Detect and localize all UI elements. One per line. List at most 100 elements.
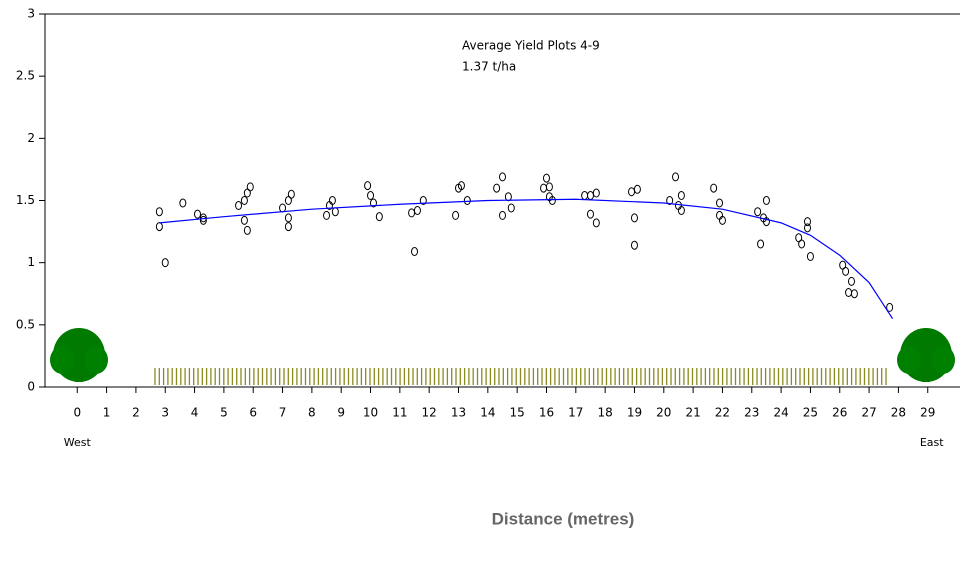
point (240, 196, 248, 205)
point (284, 222, 292, 232)
point (179, 198, 187, 208)
x-tick-label: 5 (220, 406, 228, 420)
point (367, 191, 375, 201)
fit-line (159, 198, 894, 319)
x-tick-label: 25 (803, 406, 818, 420)
x-tick-label: 21 (685, 406, 700, 420)
point (804, 223, 811, 233)
x-tick-label: 29 (920, 406, 935, 420)
point (457, 181, 465, 191)
point (155, 222, 163, 232)
x-tick-label: 19 (627, 406, 642, 420)
point (545, 182, 553, 192)
point (419, 196, 427, 205)
x-tick-label: 6 (249, 406, 257, 420)
point (886, 302, 894, 312)
point (710, 183, 718, 193)
point (757, 239, 765, 249)
x-axis-label: Distance (metres) (492, 509, 635, 528)
x-tick-label: 27 (861, 406, 876, 420)
point (542, 173, 550, 183)
point (586, 209, 594, 219)
x-tick-label: 8 (308, 406, 316, 420)
point (235, 200, 243, 210)
point (754, 207, 762, 217)
point (323, 210, 331, 220)
point (507, 203, 515, 213)
point (842, 266, 850, 276)
x-tick-label: 2 (132, 406, 140, 420)
trees (50, 328, 955, 382)
point (240, 215, 248, 225)
point (493, 183, 501, 193)
point (548, 196, 556, 205)
point (199, 215, 207, 225)
x-tick-label: 4 (191, 406, 199, 420)
point (279, 203, 287, 213)
point (804, 217, 811, 227)
y-tick-label: 1 (27, 255, 35, 269)
point (452, 210, 460, 220)
point (716, 198, 724, 208)
y-tick-label: 1.5 (16, 193, 35, 207)
point (408, 208, 416, 218)
point (369, 198, 377, 208)
point (413, 205, 421, 215)
x-tick-label: 18 (598, 406, 613, 420)
point (284, 213, 292, 223)
point (677, 205, 685, 215)
point (845, 288, 853, 298)
x-tick-label: 10 (363, 406, 378, 420)
point (246, 182, 254, 192)
point (463, 196, 471, 205)
x-tick-label: 12 (422, 406, 437, 420)
x-tick-label: 1 (103, 406, 111, 420)
annotation: Average Yield Plots 4-9 (462, 39, 600, 53)
point (630, 240, 638, 250)
y-tick-label: 3 (27, 7, 35, 21)
x-tick-label: 13 (451, 406, 466, 420)
x-tick-label: 14 (480, 406, 495, 420)
x-tick-label: 7 (279, 406, 287, 420)
point (499, 210, 506, 220)
point (375, 212, 383, 222)
point (592, 218, 600, 228)
point (364, 181, 372, 191)
point (411, 246, 419, 256)
point (243, 225, 251, 235)
point (161, 258, 169, 268)
west-label: West (64, 436, 92, 449)
point (287, 189, 295, 199)
x-tick-label: 9 (337, 406, 345, 420)
point (762, 196, 770, 205)
point (331, 207, 339, 217)
x-tick-label: 17 (568, 406, 583, 420)
y-tick-label: 0.5 (16, 317, 35, 331)
x-tick-label: 15 (510, 406, 525, 420)
x-tick-label: 22 (715, 406, 730, 420)
point (540, 183, 548, 193)
point (628, 187, 636, 197)
x-tick-label: 16 (539, 406, 554, 420)
point (677, 191, 685, 201)
y-tick-label: 2.5 (16, 69, 35, 83)
x-tick-label: 24 (773, 406, 788, 420)
point (499, 172, 506, 182)
x-tick-label: 3 (161, 406, 169, 420)
point (847, 276, 855, 286)
x-tick-label: 20 (656, 406, 671, 420)
point (155, 207, 163, 217)
point (194, 209, 201, 219)
annotation: 1.37 t/ha (462, 60, 516, 74)
point (586, 191, 594, 201)
point (672, 172, 680, 182)
point (762, 217, 770, 227)
point (850, 289, 858, 299)
crop-rows (154, 368, 887, 385)
point (718, 215, 726, 225)
point (666, 196, 674, 205)
point (806, 251, 814, 261)
y-tick-label: 2 (27, 131, 35, 145)
point (504, 192, 512, 202)
